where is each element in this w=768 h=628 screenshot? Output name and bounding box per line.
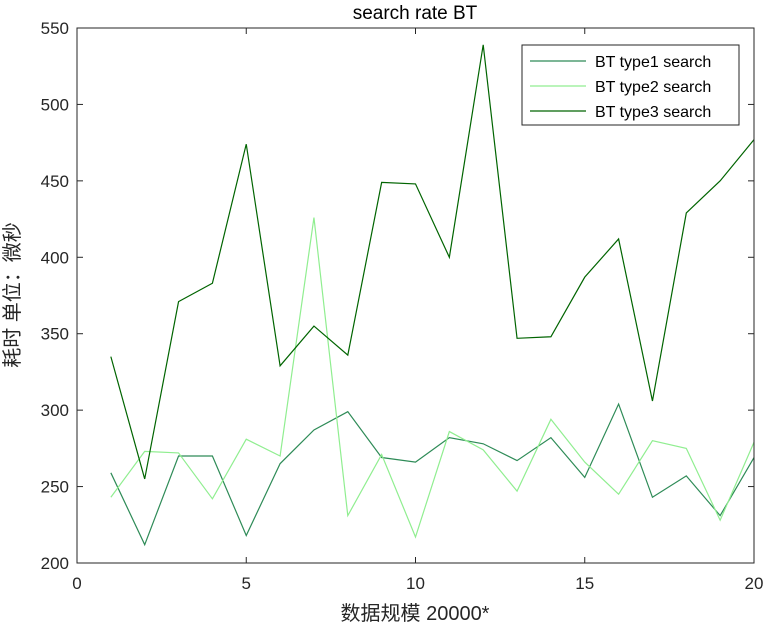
x-tick-label: 10 bbox=[406, 574, 425, 593]
x-tick-label: 15 bbox=[575, 574, 594, 593]
y-tick-label: 500 bbox=[41, 95, 69, 114]
legend: BT type1 search BT type2 search BT type3 s… bbox=[521, 44, 740, 126]
legend-label-3: BT type3 search bbox=[595, 104, 711, 121]
series-line-2 bbox=[110, 217, 755, 539]
x-axis-label: 数据规模 20000* bbox=[341, 602, 490, 625]
y-tick-label: 400 bbox=[41, 248, 69, 267]
y-axis: 200 250 300 350 400 450 500 550 bbox=[41, 19, 754, 573]
legend-label-1: BT type1 search bbox=[595, 54, 711, 71]
y-tick-label: 350 bbox=[41, 325, 69, 344]
y-tick-label: 550 bbox=[41, 19, 69, 38]
y-tick-label: 200 bbox=[41, 554, 69, 573]
x-tick-label: 0 bbox=[72, 574, 81, 593]
legend-items: BT type1 search BT type2 search BT type3 s… bbox=[530, 54, 711, 121]
legend-label-2: BT type2 search bbox=[595, 79, 711, 96]
legend-box bbox=[521, 44, 740, 126]
chart-title: search rate BT bbox=[353, 3, 478, 24]
series-line-3 bbox=[110, 44, 755, 480]
y-tick-label: 450 bbox=[41, 172, 69, 191]
series-layer bbox=[110, 44, 755, 547]
series-line-1 bbox=[110, 402, 755, 547]
y-tick-label: 250 bbox=[41, 478, 69, 497]
x-axis: 0 5 10 15 20 bbox=[72, 28, 763, 593]
x-tick-label: 5 bbox=[242, 574, 251, 593]
y-axis-label: 耗时 单位：微秒 bbox=[1, 222, 24, 368]
y-tick-label: 300 bbox=[41, 401, 69, 420]
x-tick-label: 20 bbox=[745, 574, 764, 593]
